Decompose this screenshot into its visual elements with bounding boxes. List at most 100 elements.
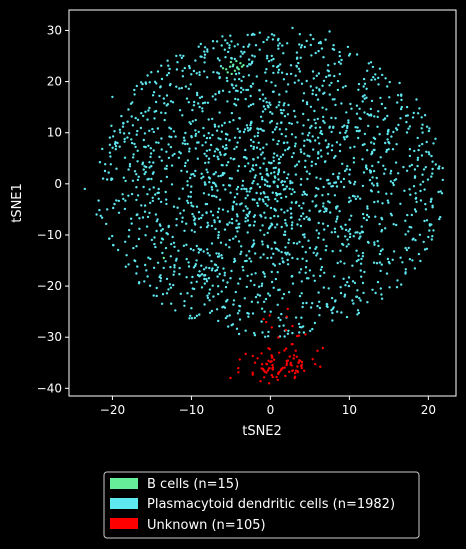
pdc-point-776 bbox=[437, 167, 440, 170]
pdc-point-354 bbox=[162, 266, 165, 270]
pdc-point-1725 bbox=[318, 306, 322, 310]
unknown-point-40 bbox=[271, 363, 274, 367]
pdc-point-531 bbox=[207, 224, 210, 227]
pdc-point-1578 bbox=[170, 302, 173, 305]
pdc-point-309 bbox=[365, 87, 368, 91]
pdc-point-1199 bbox=[164, 190, 167, 194]
pdc-point-34 bbox=[405, 169, 409, 172]
pdc-point-395 bbox=[252, 158, 255, 161]
unknown-point-7 bbox=[278, 351, 281, 354]
pdc-point-1579 bbox=[325, 305, 328, 308]
pdc-point-1955 bbox=[252, 179, 255, 183]
pdc-point-1157 bbox=[181, 69, 184, 73]
pdc-point-1233 bbox=[343, 169, 347, 173]
pdc-point-1271 bbox=[344, 284, 347, 287]
pdc-point-1678 bbox=[233, 259, 237, 263]
pdc-point-452 bbox=[222, 279, 225, 282]
pdc-point-1739 bbox=[318, 300, 321, 303]
pdc-point-672 bbox=[259, 115, 263, 119]
pdc-point-1501 bbox=[183, 304, 186, 307]
pdc-point-645 bbox=[287, 329, 290, 332]
pdc-point-1795 bbox=[222, 173, 225, 176]
pdc-point-244 bbox=[234, 104, 238, 107]
unknown-point-23 bbox=[251, 354, 254, 358]
pdc-point-1074 bbox=[108, 237, 111, 240]
pdc-point-217 bbox=[252, 147, 255, 150]
pdc-point-352 bbox=[236, 312, 240, 315]
pdc-point-1504 bbox=[404, 219, 407, 222]
pdc-point-321 bbox=[260, 178, 264, 181]
pdc-point-1566 bbox=[287, 173, 290, 176]
pdc-point-46 bbox=[298, 271, 301, 274]
pdc-point-770 bbox=[385, 150, 388, 153]
pdc-point-1939 bbox=[174, 135, 177, 138]
pdc-point-1694 bbox=[249, 138, 253, 142]
pdc-point-986 bbox=[420, 154, 424, 157]
pdc-point-570 bbox=[131, 124, 135, 127]
pdc-point-1103 bbox=[222, 184, 225, 187]
pdc-point-96 bbox=[324, 249, 327, 252]
pdc-point-71 bbox=[253, 55, 256, 58]
pdc-point-1425 bbox=[221, 164, 224, 167]
pdc-point-1125 bbox=[324, 160, 327, 163]
pdc-point-364 bbox=[338, 149, 342, 153]
pdc-point-344 bbox=[139, 126, 143, 130]
pdc-point-526 bbox=[266, 54, 269, 58]
pdc-point-1361 bbox=[192, 249, 195, 252]
pdc-point-1366 bbox=[234, 89, 238, 92]
pdc-point-1388 bbox=[328, 125, 331, 128]
pdc-point-1476 bbox=[236, 169, 240, 172]
pdc-point-1015 bbox=[416, 158, 419, 162]
pdc-point-130 bbox=[232, 119, 235, 122]
pdc-point-1393 bbox=[370, 182, 374, 185]
pdc-point-1207 bbox=[146, 178, 149, 181]
pdc-point-1615 bbox=[291, 181, 294, 184]
pdc-point-1883 bbox=[404, 268, 407, 271]
pdc-point-518 bbox=[305, 193, 308, 196]
unknown-point-20 bbox=[263, 370, 267, 373]
pdc-point-319 bbox=[238, 77, 241, 81]
pdc-point-1224 bbox=[377, 244, 380, 248]
pdc-point-432 bbox=[331, 47, 334, 51]
pdc-point-1351 bbox=[173, 264, 176, 267]
pdc-point-1360 bbox=[233, 157, 236, 161]
pdc-point-1357 bbox=[241, 265, 244, 269]
pdc-point-688 bbox=[229, 277, 232, 280]
pdc-point-1960 bbox=[273, 180, 276, 183]
pdc-point-812 bbox=[226, 281, 229, 284]
pdc-point-200 bbox=[203, 50, 206, 53]
pdc-point-355 bbox=[186, 142, 189, 146]
pdc-point-462 bbox=[386, 199, 389, 202]
pdc-point-1907 bbox=[190, 135, 193, 138]
pdc-point-807 bbox=[330, 81, 333, 85]
pdc-point-615 bbox=[181, 114, 184, 117]
pdc-point-1523 bbox=[209, 143, 213, 147]
unknown-point-14 bbox=[268, 367, 271, 370]
pdc-point-682 bbox=[336, 310, 339, 313]
pdc-point-292 bbox=[165, 202, 168, 206]
pdc-point-138 bbox=[315, 176, 318, 179]
pdc-point-1533 bbox=[170, 164, 174, 167]
pdc-point-783 bbox=[152, 149, 155, 152]
y-tick-label: −30 bbox=[37, 330, 62, 344]
pdc-point-831 bbox=[321, 106, 324, 109]
pdc-point-578 bbox=[282, 188, 286, 191]
pdc-point-1841 bbox=[388, 262, 391, 265]
pdc-point-959 bbox=[152, 186, 155, 189]
pdc-point-258 bbox=[226, 42, 229, 45]
pdc-point-1014 bbox=[331, 98, 334, 101]
pdc-point-1467 bbox=[323, 271, 326, 274]
pdc-point-1093 bbox=[344, 131, 347, 134]
pdc-point-272 bbox=[377, 110, 380, 113]
pdc-point-255 bbox=[330, 231, 333, 234]
pdc-point-1023 bbox=[213, 263, 217, 266]
pdc-point-1320 bbox=[347, 200, 351, 204]
pdc-point-1 bbox=[143, 204, 147, 207]
pdc-point-1190 bbox=[312, 77, 315, 80]
pdc-point-1050 bbox=[185, 170, 189, 173]
pdc-point-9 bbox=[204, 141, 207, 144]
pdc-point-1587 bbox=[239, 91, 243, 94]
pdc-point-374 bbox=[410, 213, 413, 217]
pdc-point-791 bbox=[235, 327, 239, 330]
pdc-point-114 bbox=[302, 202, 305, 205]
